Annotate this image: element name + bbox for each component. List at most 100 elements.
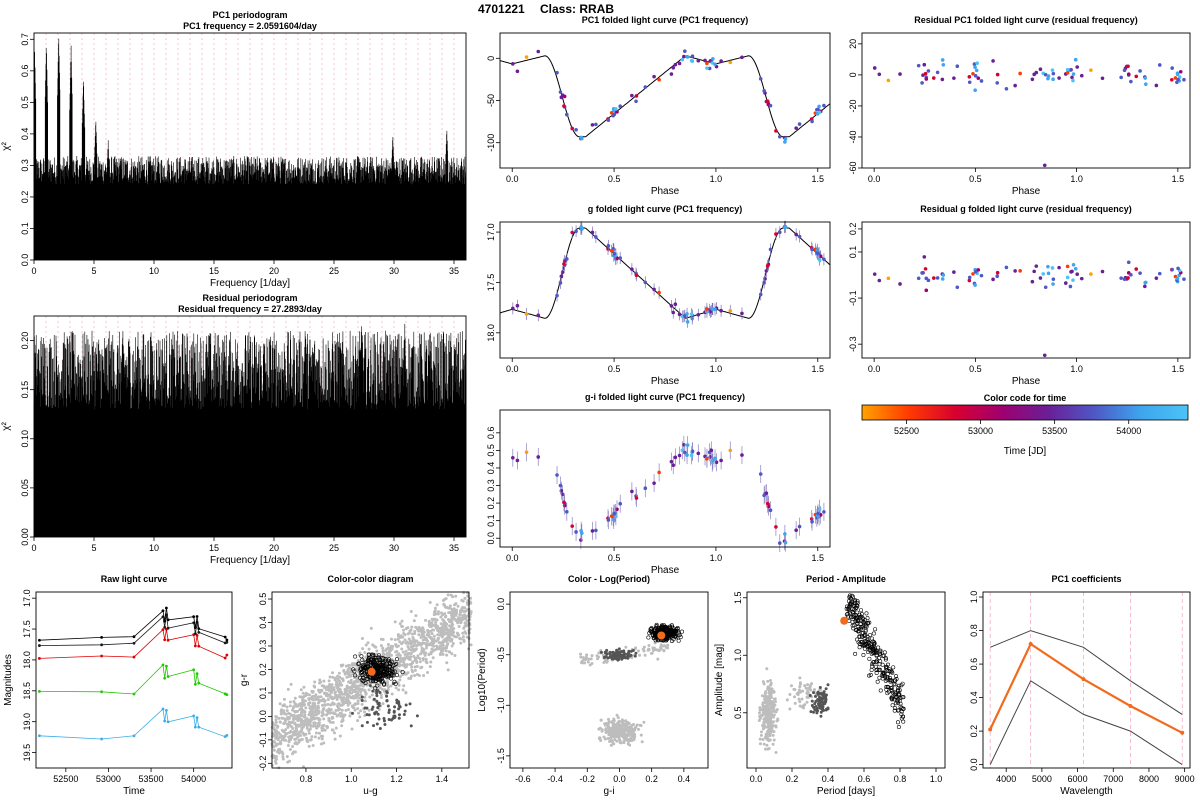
pa-background-point bbox=[766, 679, 770, 683]
residual_pc1-point bbox=[886, 78, 891, 83]
cc-background-point bbox=[441, 623, 445, 627]
residual_g-point bbox=[1075, 272, 1080, 276]
residual_g-point bbox=[1177, 273, 1181, 278]
pc1-point bbox=[816, 107, 820, 112]
cc-background-point bbox=[302, 694, 306, 698]
cc-dark-point bbox=[396, 700, 400, 704]
cc-background-point bbox=[346, 703, 350, 707]
cl-background-point bbox=[602, 735, 606, 739]
residual_g-point bbox=[1143, 280, 1147, 285]
colorbar-tick-label: 54000 bbox=[1116, 426, 1141, 436]
cl-background-point bbox=[636, 727, 640, 731]
residual_pc1-point bbox=[931, 76, 936, 80]
pa-rrab-point bbox=[891, 665, 896, 670]
raw-point-r bbox=[132, 655, 136, 659]
pa-dark-point bbox=[818, 695, 822, 699]
cc-rrab-point bbox=[376, 671, 381, 676]
cc-rrab-point bbox=[362, 663, 367, 668]
pc1-point bbox=[652, 74, 656, 79]
residual_g-point bbox=[1013, 269, 1017, 273]
residual_g-point bbox=[1032, 269, 1036, 274]
cc-background-point bbox=[409, 674, 413, 678]
cc-rrab-point bbox=[353, 654, 358, 659]
raw-point-u bbox=[197, 725, 201, 729]
period_amplitude-frame bbox=[746, 591, 946, 769]
cl-rrab-point bbox=[660, 625, 665, 630]
cl-background-point bbox=[623, 723, 627, 727]
cc-rrab-point bbox=[369, 660, 374, 665]
cc-dark-point bbox=[371, 689, 375, 693]
gi-point bbox=[690, 449, 695, 453]
raw-point-g bbox=[225, 693, 229, 697]
residual_g-point bbox=[1100, 269, 1105, 274]
cc-background-point bbox=[350, 691, 354, 695]
cl-rrab-point bbox=[662, 627, 667, 632]
raw-point-u bbox=[163, 719, 167, 723]
raw_light_curve-ytick-label: 17.5 bbox=[22, 620, 32, 638]
cc-dark-point bbox=[372, 697, 376, 701]
color_color-plot-area bbox=[270, 591, 473, 770]
cc-background-point bbox=[459, 621, 463, 625]
cc-background-point bbox=[445, 644, 449, 648]
color_color-xtick-label: 1.2 bbox=[390, 774, 403, 784]
residual_g-point bbox=[926, 278, 931, 283]
cc-background-point bbox=[462, 626, 466, 630]
gi-point bbox=[634, 496, 639, 500]
cc-rrab-point bbox=[360, 670, 365, 675]
cc-rrab-point bbox=[379, 667, 384, 672]
pa-background-point bbox=[769, 696, 773, 700]
residual_pc1-point bbox=[971, 71, 975, 76]
cc-background-point bbox=[401, 650, 405, 654]
pa-background-point bbox=[761, 723, 765, 727]
residual_g-ytick-label: -0.3 bbox=[848, 336, 858, 352]
pa-dark-point bbox=[818, 706, 822, 710]
pa-background-point bbox=[757, 711, 761, 715]
residual_pc1-xtick-label: 0.0 bbox=[868, 174, 881, 184]
cl-dark-point bbox=[614, 656, 618, 660]
raw-point-u bbox=[193, 725, 197, 729]
cc-background-point bbox=[409, 645, 413, 649]
pa-background-point bbox=[772, 738, 776, 742]
pa-rrab-point bbox=[899, 712, 904, 717]
pa-rrab-point bbox=[897, 683, 902, 688]
cc-background-point bbox=[332, 686, 336, 690]
color_color-ytick-label: 0.1 bbox=[258, 687, 268, 700]
gi_folded-ytick-label: 0.0 bbox=[486, 532, 496, 545]
cl-background-point bbox=[600, 729, 604, 733]
pa-rrab-point bbox=[871, 650, 876, 655]
residual_pc1-point bbox=[1170, 77, 1174, 82]
cc-background-point bbox=[415, 627, 419, 631]
cc-background-point bbox=[370, 693, 374, 697]
color_logperiod-xlabel: g-i bbox=[603, 786, 614, 797]
pc1-point bbox=[728, 60, 733, 65]
pc1_coefficients-ytick-label: 0.8 bbox=[969, 624, 979, 637]
raw-point-i bbox=[100, 643, 104, 647]
cc-background-point bbox=[384, 649, 388, 653]
cl-background-point bbox=[630, 733, 634, 737]
cc-background-point bbox=[401, 688, 405, 692]
pa-rrab-point bbox=[872, 646, 877, 651]
pa-rrab-point bbox=[850, 619, 855, 624]
cc-background-point bbox=[397, 661, 401, 665]
pa-rrab-point bbox=[851, 613, 856, 618]
cl-background-point bbox=[639, 733, 643, 737]
cc-background-point bbox=[289, 736, 293, 740]
cl-background-point bbox=[627, 721, 631, 725]
pa-background-point bbox=[769, 718, 773, 722]
cc-background-point bbox=[369, 679, 373, 683]
cc-rrab-point bbox=[358, 671, 363, 676]
pc1_periodogram-spectrum-floor bbox=[34, 232, 466, 260]
cc-background-point bbox=[466, 594, 470, 598]
pa-rrab-point bbox=[867, 673, 872, 678]
cl-background-point bbox=[590, 654, 594, 658]
residual_pc1-point bbox=[1032, 72, 1036, 77]
pa-rrab-point bbox=[883, 656, 888, 661]
colorbar-tick-label: 53500 bbox=[1042, 426, 1067, 436]
residual_pc1-point bbox=[1043, 72, 1048, 77]
cc-background-point bbox=[429, 651, 433, 655]
cc-background-point bbox=[363, 695, 367, 699]
cl-background-point bbox=[616, 728, 620, 732]
raw-point-r bbox=[38, 657, 41, 660]
g-point bbox=[783, 225, 787, 230]
cc-background-point bbox=[430, 621, 434, 625]
